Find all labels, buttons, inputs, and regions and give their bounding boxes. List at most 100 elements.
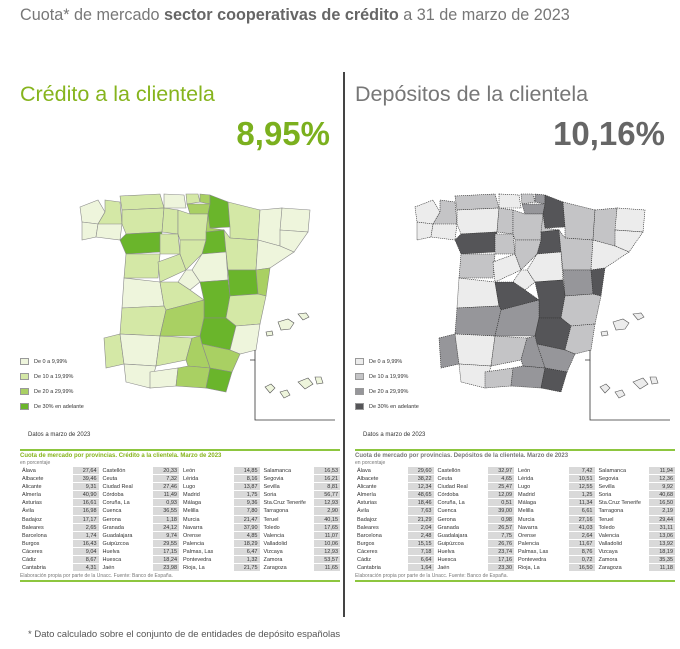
table-row: Palencia 11,67 — [516, 539, 595, 548]
table-row: Zamora 53,57 — [261, 556, 340, 565]
province-shape — [179, 239, 207, 271]
province-name: Barcelona — [355, 531, 408, 539]
table-row: Ávila 16,98 — [20, 507, 99, 516]
province-name: Cádiz — [355, 556, 408, 564]
table-row: Albacete 38,22 — [355, 475, 434, 484]
province-name: Burgos — [20, 539, 73, 547]
province-value: 40,15 — [314, 515, 340, 523]
table-row: Palmas, Las 8,76 — [516, 547, 595, 557]
province-name: Cantabria — [355, 564, 408, 572]
province-shape — [454, 333, 496, 367]
table-row: Toledo 17,65 — [261, 523, 340, 532]
province-shape — [121, 207, 165, 235]
province-value: 21,75 — [233, 564, 260, 572]
province-value: 7,18 — [407, 547, 434, 556]
province-shape — [454, 231, 498, 255]
province-name: Álava — [355, 467, 408, 475]
province-value: 7,75 — [488, 531, 514, 539]
table-row: Guipúzcoa 26,76 — [435, 539, 514, 548]
legend-item: De 20 a 29,99% — [355, 384, 419, 399]
canary-islands-shape — [264, 376, 324, 399]
province-name: Ciudad Real — [100, 483, 153, 491]
province-name: Toledo — [596, 523, 649, 531]
table-row: Pontevedra 1,32 — [181, 556, 260, 565]
table-column: León 14,85 Lérida 8,16 Lugo 13,87 Madrid 1,75 Má… — [181, 467, 260, 573]
province-value: 14,85 — [233, 467, 260, 475]
province-name: Cuenca — [100, 507, 153, 515]
province-name: Melilla — [181, 507, 234, 515]
province-name: Navarra — [181, 523, 234, 531]
table-row: Badajoz 21,29 — [355, 515, 434, 524]
province-name: Valladolid — [261, 539, 314, 547]
province-value: 2,90 — [314, 507, 340, 515]
credit-map — [79, 193, 335, 421]
province-value: 6,61 — [568, 507, 595, 515]
table-row: Cantabria 1,64 — [355, 564, 434, 573]
province-name: Barcelona — [20, 531, 73, 539]
province-shape — [454, 305, 502, 337]
legend-item: De 20 a 29,99% — [20, 384, 84, 399]
province-name: León — [181, 467, 234, 475]
province-name: Ávila — [355, 507, 408, 515]
province-value: 18,29 — [233, 539, 260, 547]
province-name: Granada — [100, 523, 153, 531]
province-name: Asturias — [355, 499, 408, 507]
province-name: Castellón — [100, 467, 153, 475]
province-value: 29,55 — [153, 539, 179, 547]
table-footer: Elaboración propia por parte de la Unacc… — [355, 572, 675, 583]
province-name: Cáceres — [20, 547, 73, 556]
province-name: Jaén — [435, 564, 488, 572]
province-shape — [514, 239, 542, 271]
table-column: Castellón 20,33 Ceuta 7,32 Ciudad Real 27,46 C… — [100, 467, 179, 573]
table-row: Coruña, La 0,93 — [100, 499, 179, 508]
province-name: Jaén — [100, 564, 153, 572]
table-row: Toledo 31,11 — [596, 523, 675, 532]
province-shape — [119, 231, 163, 255]
canary-inset-frame-2 — [254, 360, 335, 421]
province-value: 2,65 — [72, 523, 99, 531]
province-name: Cáceres — [355, 547, 408, 556]
credit-table: Cuota de mercado por provincias. Crédito… — [20, 449, 340, 583]
province-name: Segovia — [596, 475, 649, 483]
province-value: 29,60 — [407, 467, 434, 475]
credit-date: Datos a marzo de 2023 — [28, 432, 91, 438]
table-row: Albacete 39,46 — [20, 475, 99, 484]
table-row: Lugo 12,55 — [516, 483, 595, 492]
province-name: Cuenca — [435, 507, 488, 515]
province-value: 29,44 — [649, 515, 675, 523]
province-value: 0,72 — [568, 556, 595, 564]
province-name: Córdoba — [100, 491, 153, 499]
province-name: Guipúzcoa — [100, 539, 153, 547]
province-shape — [458, 253, 496, 279]
credit-value: 8,95% — [236, 115, 330, 152]
province-value: 2,19 — [649, 507, 675, 515]
table-row: Málaga 9,36 — [181, 499, 260, 508]
province-value: 1,32 — [233, 556, 260, 564]
province-name: Murcia — [516, 515, 569, 523]
table-row: Cantabria 4,31 — [20, 564, 99, 573]
province-value: 16,61 — [72, 499, 99, 507]
province-name: Álava — [20, 467, 73, 475]
province-value: 53,57 — [314, 556, 340, 564]
legend-label: De 10 a 19,99% — [369, 373, 409, 380]
table-row: Almería 40,90 — [20, 491, 99, 500]
province-shape — [229, 323, 261, 355]
province-name: Asturias — [20, 499, 73, 507]
table-row: Ceuta 4,65 — [435, 475, 514, 484]
deposit-table: Cuota de mercado por provincias. Depósit… — [355, 449, 675, 583]
table-row: Cuenca 39,00 — [435, 507, 514, 516]
table-row: Castellón 32,97 — [435, 467, 514, 476]
legend-swatch — [20, 358, 29, 365]
province-value: 9,31 — [72, 483, 99, 491]
table-column: Álava 27,64 Albacete 39,46 Alicante 9,31 Almer… — [20, 467, 99, 573]
table-row: Orense 4,85 — [181, 531, 260, 540]
province-value: 16,21 — [314, 475, 340, 483]
province-value: 24,12 — [153, 523, 179, 531]
credit-panel: Crédito a la clientela 8,95% De 0 a 9,99… — [20, 82, 340, 583]
table-row: Alicante 9,31 — [20, 483, 99, 492]
table-row: Sta.Cruz Tenerife 16,50 — [596, 499, 675, 508]
table-row: Madrid 1,25 — [516, 491, 595, 500]
province-shape — [534, 193, 546, 205]
legend-item: De 10 a 19,99% — [355, 369, 419, 384]
province-shape — [227, 269, 259, 297]
